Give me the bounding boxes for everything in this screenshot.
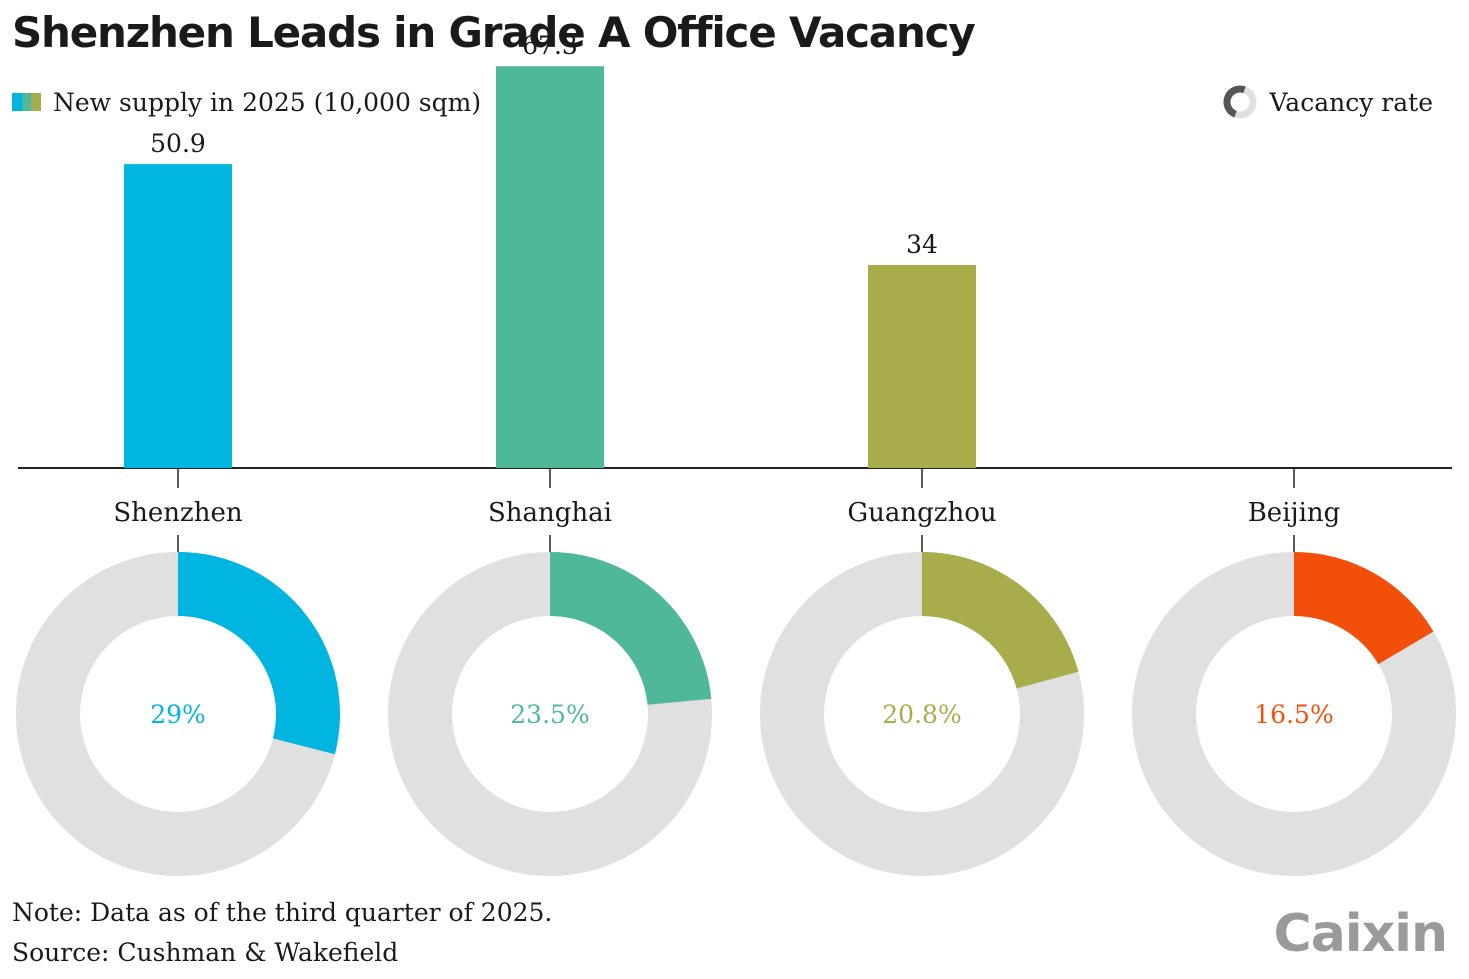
note-text: Note: Data as of the third quarter of 20… xyxy=(12,898,553,927)
donut-slice-shanghai xyxy=(550,552,712,705)
source-text: Source: Cushman & Wakefield xyxy=(12,938,399,967)
donut-slice-shenzhen xyxy=(178,552,340,755)
supply-legend: New supply in 2025 (10,000 sqm) xyxy=(12,86,481,118)
donut-ring-icon xyxy=(1223,85,1257,119)
swatch-shenzhen xyxy=(12,93,22,111)
donut-value-label-shenzhen: 29% xyxy=(150,700,206,729)
swatch-guangzhou xyxy=(31,93,42,111)
chart-title: Shenzhen Leads in Grade A Office Vacancy xyxy=(12,8,976,57)
vacancy-legend-label: Vacancy rate xyxy=(1269,87,1433,117)
vacancy-legend: Vacancy rate xyxy=(1222,84,1433,120)
bar-guangzhou xyxy=(868,265,976,468)
bar-value-label-shanghai: 67.3 xyxy=(522,31,578,60)
donut-value-label-beijing: 16.5% xyxy=(1254,700,1333,729)
tick-label-guangzhou: Guangzhou xyxy=(847,498,996,528)
caixin-logo: Caixin xyxy=(1273,904,1448,964)
supply-legend-label: New supply in 2025 (10,000 sqm) xyxy=(53,87,482,117)
supply-legend-swatch xyxy=(12,93,42,111)
bar-value-label-guangzhou: 34 xyxy=(906,230,938,259)
tick-label-beijing: Beijing xyxy=(1248,498,1341,528)
donut-slice-guangzhou xyxy=(922,552,1079,689)
swatch-shanghai xyxy=(21,93,32,111)
tick-label-shanghai: Shanghai xyxy=(488,498,612,528)
tick-label-shenzhen: Shenzhen xyxy=(113,498,243,528)
donut-value-label-guangzhou: 20.8% xyxy=(882,700,961,729)
bar-shenzhen xyxy=(124,164,232,468)
bar-value-label-shenzhen: 50.9 xyxy=(150,129,206,158)
donut-value-label-shanghai: 23.5% xyxy=(510,700,589,729)
donut-slice-beijing xyxy=(1294,552,1434,665)
bar-shanghai xyxy=(496,66,604,469)
